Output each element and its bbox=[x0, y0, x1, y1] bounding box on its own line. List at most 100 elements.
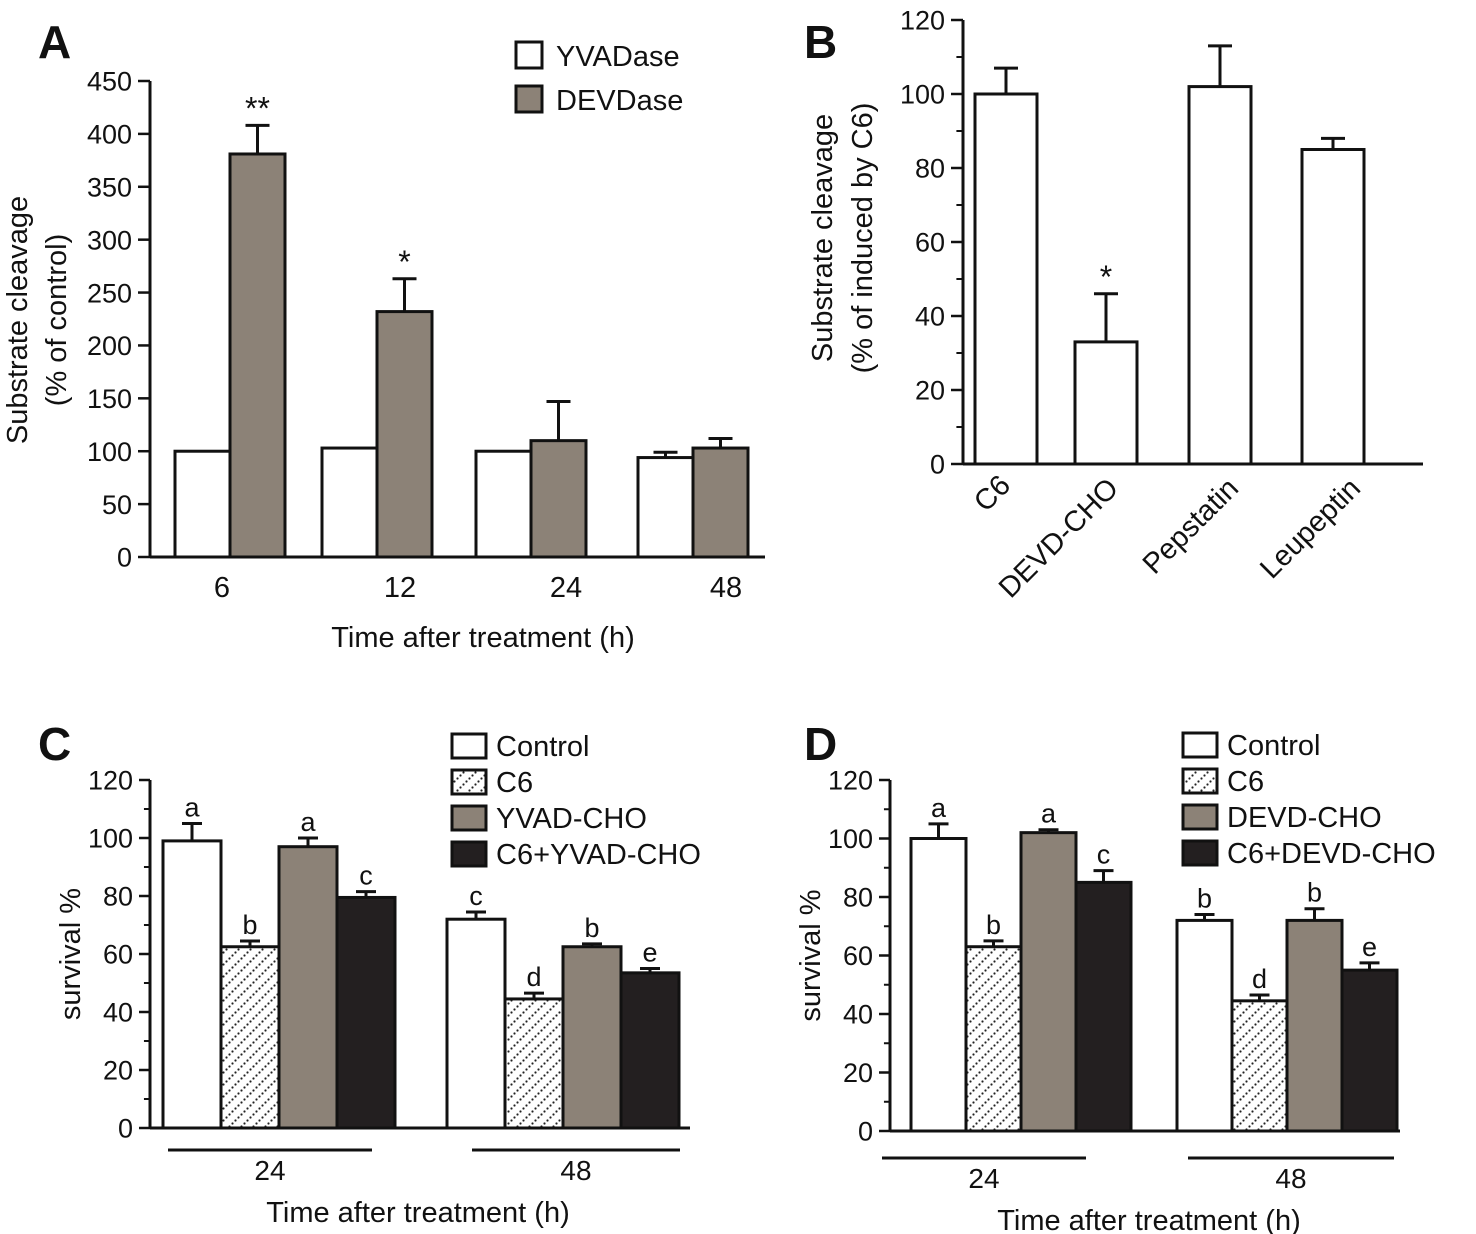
bar bbox=[561, 945, 623, 1130]
y-tick-label: 50 bbox=[102, 490, 132, 520]
y-tick-label: 80 bbox=[843, 883, 873, 913]
legend-label: C6 bbox=[496, 767, 533, 799]
legend-swatch-icon bbox=[450, 840, 488, 868]
bar bbox=[1340, 968, 1399, 1133]
x-tick-label: Pepstatin bbox=[1137, 472, 1245, 580]
x-tick-label: Leupeptin bbox=[1254, 472, 1367, 585]
bar bbox=[161, 839, 223, 1130]
y-tick-label: 80 bbox=[915, 154, 945, 184]
y-tick-label: 40 bbox=[915, 302, 945, 332]
bar bbox=[335, 895, 397, 1130]
legend-swatch-icon bbox=[1181, 731, 1219, 759]
y-axis-title: Substrate cleavage bbox=[2, 196, 34, 444]
group-letter-label: e bbox=[642, 938, 657, 968]
legend-label: YVADase bbox=[556, 41, 680, 73]
bar bbox=[445, 917, 507, 1130]
y-tick-label: 120 bbox=[828, 766, 873, 796]
x-axis-title: Time after treatment (h) bbox=[331, 622, 635, 654]
panel-letter-c: C bbox=[38, 718, 71, 770]
group-letter-label: b bbox=[1307, 878, 1322, 908]
y-tick-label: 200 bbox=[87, 331, 132, 361]
y-tick-label: 100 bbox=[828, 824, 873, 854]
y-tick-label: 400 bbox=[87, 120, 132, 150]
bar bbox=[636, 456, 695, 559]
panel-letter-d: D bbox=[804, 718, 837, 770]
bar bbox=[691, 446, 750, 559]
y-tick-label: 20 bbox=[915, 376, 945, 406]
legend-swatch-icon bbox=[514, 84, 544, 114]
legend-label: YVAD-CHO bbox=[496, 803, 647, 835]
group-letter-label: a bbox=[1041, 799, 1057, 829]
significance-label: * bbox=[1100, 259, 1112, 295]
group-letter-label: c bbox=[469, 881, 483, 911]
group-letter-label: a bbox=[184, 793, 200, 823]
y-tick-label: 450 bbox=[87, 67, 132, 97]
group-letter-label: c bbox=[359, 861, 373, 891]
x-axis-title: Time after treatment (h) bbox=[266, 1197, 570, 1229]
bar bbox=[474, 449, 533, 559]
y-tick-label: 100 bbox=[88, 824, 133, 854]
bar bbox=[619, 971, 681, 1130]
chart-panel-b: 0 20 40 60 80 100 120 Substrate cleavage (% of i… bbox=[807, 6, 1423, 604]
group-letter-label: d bbox=[526, 962, 541, 992]
y-tick-label: 0 bbox=[117, 543, 132, 573]
y-tick-label: 0 bbox=[118, 1114, 133, 1144]
panel-letter-a: A bbox=[38, 16, 71, 68]
bar bbox=[1074, 880, 1133, 1133]
y-tick-label: 80 bbox=[103, 882, 133, 912]
group-letter-label: b bbox=[584, 913, 599, 943]
x-tick-label: 48 bbox=[1275, 1163, 1306, 1194]
significance-label: ** bbox=[245, 90, 270, 126]
significance-label: * bbox=[398, 244, 410, 280]
y-tick-label: 0 bbox=[858, 1117, 873, 1147]
legend-label: C6+DEVD-CHO bbox=[1227, 838, 1436, 870]
y-tick-label: 150 bbox=[87, 384, 132, 414]
legend-swatch-icon bbox=[1181, 839, 1219, 867]
y-tick-label: 0 bbox=[930, 450, 945, 480]
bar bbox=[973, 92, 1039, 466]
x-tick-label: 24 bbox=[254, 1155, 285, 1186]
panel-letter-b: B bbox=[804, 16, 837, 68]
x-tick-label: C6 bbox=[968, 469, 1017, 518]
group-letter-label: a bbox=[300, 807, 316, 837]
x-axis-title: Time after treatment (h) bbox=[997, 1205, 1301, 1234]
legend-label: Control bbox=[1227, 730, 1321, 762]
y-tick-label: 120 bbox=[900, 6, 945, 36]
bar bbox=[1073, 340, 1139, 466]
bar bbox=[909, 837, 968, 1133]
legend-swatch-icon bbox=[1181, 767, 1219, 795]
y-tick-label: 60 bbox=[103, 940, 133, 970]
y-axis-title: survival % bbox=[795, 889, 827, 1021]
bar bbox=[219, 945, 281, 1130]
bar bbox=[1019, 831, 1078, 1133]
chart-panel-c: 0 20 40 60 80 100 120 survival % a b a c 24 c d b e 48 Tim… bbox=[55, 731, 701, 1229]
legend-label: C6+YVAD-CHO bbox=[496, 839, 701, 871]
x-tick-label: 48 bbox=[710, 572, 742, 604]
y-tick-label: 100 bbox=[87, 437, 132, 467]
x-tick-label: 24 bbox=[550, 572, 582, 604]
bar bbox=[1230, 999, 1289, 1133]
y-tick-label: 350 bbox=[87, 172, 132, 202]
group-letter-label: e bbox=[1362, 932, 1377, 962]
y-tick-label: 250 bbox=[87, 278, 132, 308]
y-tick-label: 40 bbox=[843, 1000, 873, 1030]
legend-label: DEVD-CHO bbox=[1227, 802, 1382, 834]
chart-panel-d: 0 20 40 60 80 100 120 survival % a b a c 24 b d b e 48 Tim… bbox=[795, 730, 1436, 1234]
x-tick-label: 12 bbox=[384, 572, 416, 604]
legend-swatch-icon bbox=[514, 40, 544, 70]
y-tick-label: 300 bbox=[87, 225, 132, 255]
y-axis-subtitle: (% of induced by C6) bbox=[847, 103, 879, 374]
y-tick-label: 40 bbox=[103, 998, 133, 1028]
legend-swatch-icon bbox=[450, 804, 488, 832]
bar bbox=[1175, 918, 1234, 1133]
y-axis-title: survival % bbox=[55, 888, 87, 1020]
bar bbox=[277, 845, 339, 1130]
x-tick-label: 24 bbox=[968, 1163, 999, 1194]
y-tick-label: 20 bbox=[103, 1056, 133, 1086]
bar bbox=[1285, 918, 1344, 1133]
group-letter-label: b bbox=[242, 910, 257, 940]
bar bbox=[1187, 85, 1253, 466]
y-tick-label: 120 bbox=[88, 766, 133, 796]
legend-label: C6 bbox=[1227, 766, 1264, 798]
x-tick-label: 6 bbox=[214, 572, 230, 604]
